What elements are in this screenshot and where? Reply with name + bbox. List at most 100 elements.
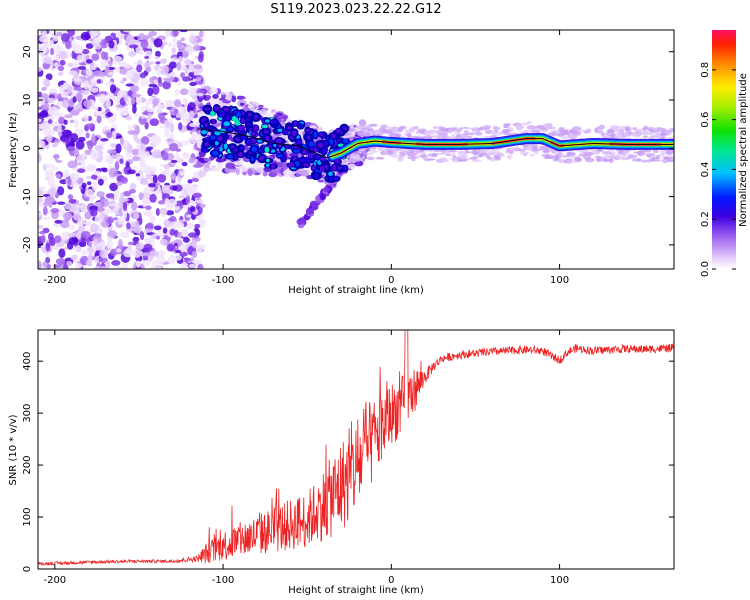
spectrogram-noise-blob bbox=[114, 135, 123, 139]
spectrogram-noise-blob bbox=[542, 149, 549, 153]
spectrogram-noise-blob bbox=[188, 263, 197, 269]
spectrogram-peak bbox=[337, 166, 343, 170]
spectrogram-noise-blob bbox=[505, 148, 511, 153]
spectrogram-noise-blob bbox=[457, 150, 467, 154]
spectrogram-noise-blob bbox=[144, 55, 150, 60]
spectrogram-noise-blob bbox=[583, 151, 594, 157]
spectrogram-noise-blob bbox=[110, 143, 118, 148]
spectrogram-noise-blob bbox=[527, 120, 532, 124]
spectrogram-peak bbox=[293, 144, 298, 150]
spectrogram-noise-blob bbox=[67, 160, 78, 169]
spectrogram-noise-blob bbox=[86, 246, 97, 255]
spectrogram-y-tick-label: 20 bbox=[22, 45, 33, 58]
spectrogram-noise-blob bbox=[180, 72, 185, 79]
spectrogram-noise-blob bbox=[86, 181, 92, 186]
spectrogram-noise-blob bbox=[75, 204, 83, 208]
spectrogram-noise-blob bbox=[184, 58, 192, 65]
spectrogram-noise-blob bbox=[305, 207, 314, 215]
spectrogram-noise-blob bbox=[191, 250, 198, 259]
spectrogram-noise-blob bbox=[355, 130, 365, 135]
spectrogram-noise-blob bbox=[257, 104, 264, 109]
spectrogram-noise-blob bbox=[445, 153, 452, 157]
spectrogram-noise-blob bbox=[656, 154, 661, 160]
spectrogram-noise-blob bbox=[218, 102, 227, 106]
spectrogram-noise-blob bbox=[610, 151, 616, 156]
spectrogram-noise-blob bbox=[136, 260, 141, 268]
spectrogram-noise-blob bbox=[461, 134, 469, 138]
spectrogram-noise-blob bbox=[81, 48, 90, 55]
spectrogram-noise-blob bbox=[75, 103, 82, 109]
spectrogram-noise-blob bbox=[130, 222, 138, 228]
spectrogram-noise-blob bbox=[133, 225, 142, 234]
spectrogram-noise-blob bbox=[132, 86, 137, 97]
spectrogram-noise-blob bbox=[122, 191, 131, 197]
snr-x-axis-label: Height of straight line (km) bbox=[288, 585, 424, 596]
spectrogram-peak bbox=[216, 135, 223, 142]
spectrogram-noise-blob bbox=[79, 177, 84, 183]
spectrogram-noise-blob bbox=[90, 87, 99, 93]
spectrogram-noise-blob bbox=[102, 198, 109, 202]
spectrogram-noise-blob bbox=[195, 199, 205, 204]
spectrogram-noise-blob bbox=[182, 98, 188, 103]
spectrogram-noise-blob bbox=[397, 127, 403, 133]
spectrogram-noise-blob bbox=[99, 249, 108, 259]
spectrogram-noise-blob bbox=[364, 152, 374, 156]
spectrogram-peak bbox=[281, 157, 286, 162]
spectrogram-noise-blob bbox=[594, 128, 599, 132]
spectrogram-noise-blob bbox=[164, 100, 175, 104]
spectrogram-peak bbox=[305, 128, 311, 132]
colorbar-gradient bbox=[712, 30, 736, 269]
spectrogram-noise-blob bbox=[70, 254, 78, 261]
spectrogram-noise-blob bbox=[646, 152, 651, 156]
spectrogram-noise-blob bbox=[111, 130, 117, 140]
spectrogram-noise-blob bbox=[300, 170, 307, 177]
spectrogram-noise-blob bbox=[51, 210, 60, 220]
spectrogram-peak bbox=[292, 130, 297, 136]
spectrogram-noise-blob bbox=[168, 61, 177, 69]
spectrogram-peak bbox=[250, 157, 255, 162]
spectrogram-noise-blob bbox=[470, 156, 478, 160]
spectrogram-noise-blob bbox=[176, 61, 182, 71]
spectrogram-noise-blob bbox=[376, 157, 385, 160]
spectrogram-noise-blob bbox=[387, 126, 392, 130]
spectrogram-noise-blob bbox=[296, 218, 304, 225]
snr-plot-frame bbox=[37, 329, 675, 570]
spectrogram-noise-blob bbox=[149, 250, 159, 257]
spectrogram-noise-blob bbox=[178, 195, 186, 199]
spectrogram-noise-blob bbox=[38, 186, 46, 191]
spectrogram-noise-blob bbox=[83, 80, 90, 90]
spectrogram-noise-blob bbox=[566, 151, 576, 157]
spectrogram-noise-blob bbox=[108, 40, 115, 49]
spectrogram-peak bbox=[308, 141, 315, 147]
spectrogram-noise-blob bbox=[252, 163, 261, 169]
spectrogram-noise-blob bbox=[547, 132, 557, 137]
spectrogram-noise-blob bbox=[191, 239, 197, 248]
snr-series-line bbox=[38, 330, 674, 567]
spectrogram-noise-blob bbox=[86, 175, 93, 180]
spectrogram-noise-blob bbox=[180, 140, 190, 146]
spectrogram-noise-blob bbox=[350, 128, 357, 132]
spectrogram-noise-blob bbox=[90, 64, 97, 70]
spectrogram-peak bbox=[204, 107, 211, 111]
spectrogram-noise-blob bbox=[87, 140, 94, 150]
spectrogram-noise-blob bbox=[77, 168, 86, 174]
spectrogram-noise-blob bbox=[178, 55, 184, 63]
spectrogram-noise-blob bbox=[128, 44, 139, 49]
spectrogram-peak bbox=[293, 121, 298, 126]
spectrogram-noise-blob bbox=[91, 133, 96, 143]
spectrogram-noise-blob bbox=[543, 125, 552, 129]
spectrogram-peak bbox=[297, 123, 302, 128]
spectrogram-noise-blob bbox=[190, 177, 199, 182]
spectrogram-noise-blob bbox=[187, 102, 196, 111]
spectrogram-noise-blob bbox=[111, 259, 121, 266]
spectrogram-noise-blob bbox=[540, 146, 549, 150]
spectrogram-noise-blob bbox=[96, 79, 102, 84]
spectrogram-peak bbox=[270, 120, 277, 124]
spectrogram-noise-blob bbox=[167, 198, 178, 208]
spectrogram-noise-blob bbox=[100, 51, 106, 60]
spectrogram-noise-blob bbox=[165, 30, 171, 36]
spectrogram-noise-blob bbox=[189, 206, 196, 212]
spectrogram-noise-blob bbox=[142, 255, 149, 262]
spectrogram-noise-blob bbox=[127, 143, 133, 154]
spectrogram-noise-blob bbox=[55, 258, 66, 265]
